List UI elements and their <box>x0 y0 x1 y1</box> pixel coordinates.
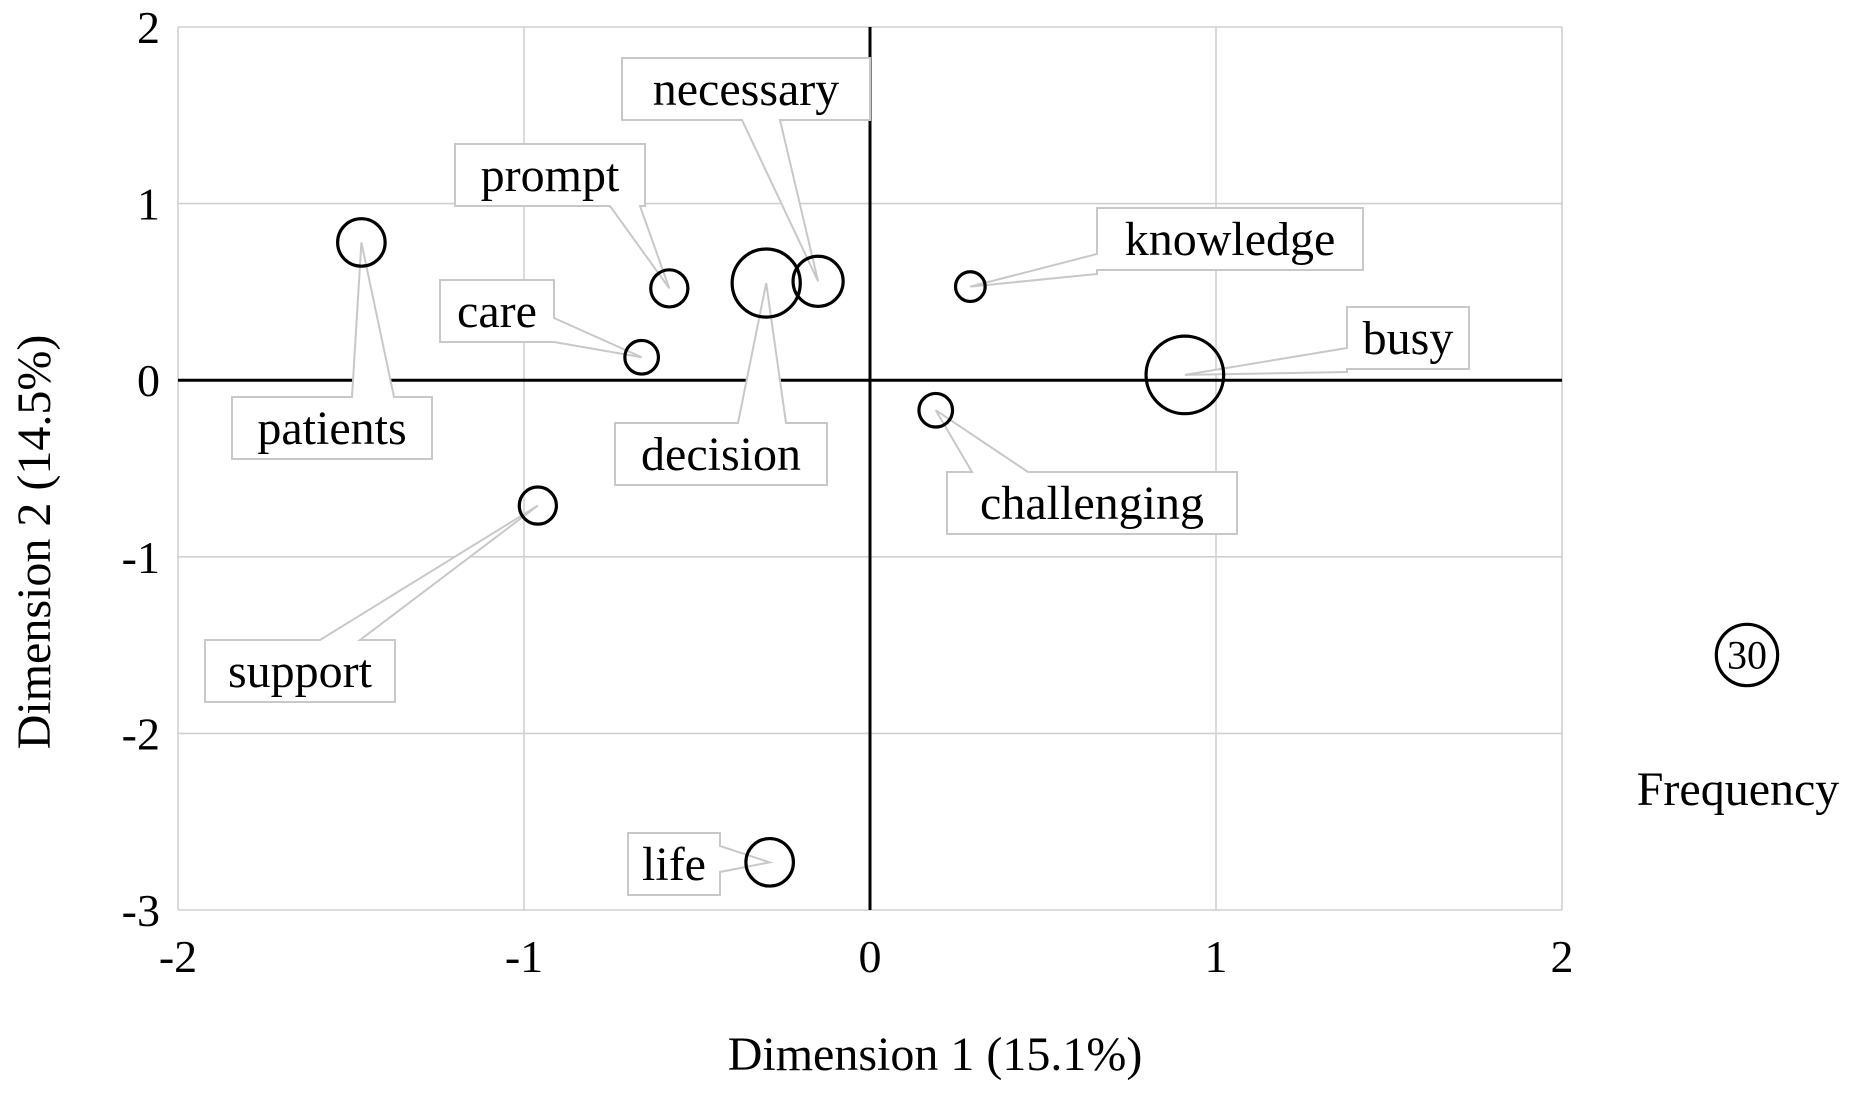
x-tick-label: 2 <box>1551 931 1574 982</box>
callout-challenging: challenging <box>934 409 1238 535</box>
y-axis-title: Dimension 2 (14.5%) <box>8 335 61 750</box>
legend-title: Frequency <box>1637 763 1840 816</box>
bubble-busy <box>1144 334 1226 416</box>
x-tick-label: 0 <box>859 931 882 982</box>
callout-box-care <box>439 279 643 359</box>
callout-life: life <box>627 832 774 896</box>
point-label-knowledge: knowledge <box>1125 213 1336 266</box>
point-label-busy: busy <box>1363 312 1454 365</box>
bubble-care <box>623 338 661 376</box>
callout-decision: decision <box>614 282 828 486</box>
y-tick-label: -3 <box>122 885 160 936</box>
callout-box-support <box>204 504 539 703</box>
axes <box>178 27 1562 910</box>
legend-bubble <box>1714 622 1780 688</box>
point-label-prompt: prompt <box>481 149 620 202</box>
callout-prompt: prompt <box>454 143 671 289</box>
size-legend: 30 Frequency <box>1637 622 1840 816</box>
callout-box-patients <box>231 242 433 460</box>
y-tick-label: -1 <box>122 532 160 583</box>
callout-box-decision <box>614 282 828 486</box>
callout-knowledge: knowledge <box>970 207 1364 288</box>
point-label-necessary: necessary <box>653 63 840 116</box>
point-label-patients: patients <box>257 402 406 455</box>
callout-patients: patients <box>231 242 433 460</box>
y-tick-label: 1 <box>137 179 160 230</box>
bubble-patients <box>336 217 387 268</box>
x-tick-label: -1 <box>505 931 543 982</box>
bubble-decision <box>730 247 802 319</box>
callout-box-busy <box>1184 306 1470 376</box>
bubble-prompt <box>649 268 690 309</box>
callouts: patients prompt decision necessary care knowl… <box>204 57 1470 896</box>
bubble-life <box>744 836 796 888</box>
bubble-support <box>517 485 559 526</box>
bubble-necessary <box>791 254 845 308</box>
callout-necessary: necessary <box>621 57 871 282</box>
x-axis-title: Dimension 1 (15.1%) <box>728 1028 1143 1081</box>
y-tick-label: 2 <box>137 2 160 53</box>
point-label-decision: decision <box>641 428 801 481</box>
bubble-challenging <box>917 391 955 429</box>
x-tick-label: -2 <box>159 931 197 982</box>
point-label-support: support <box>228 645 373 698</box>
callout-box-knowledge <box>970 207 1364 288</box>
bubbles <box>336 217 1226 888</box>
y-tick-label: 0 <box>137 355 160 406</box>
callout-box-challenging <box>934 409 1238 535</box>
y-tick-label: -2 <box>122 708 160 759</box>
point-label-challenging: challenging <box>980 477 1204 530</box>
x-tick-label: 1 <box>1205 931 1228 982</box>
point-label-care: care <box>457 285 537 338</box>
callout-box-necessary <box>621 57 871 282</box>
callout-busy: busy <box>1184 306 1470 376</box>
callout-box-prompt <box>454 143 671 289</box>
point-label-life: life <box>642 838 706 891</box>
callout-care: care <box>439 279 643 359</box>
bubble-knowledge <box>953 270 987 304</box>
legend-value: 30 <box>1727 633 1767 678</box>
callout-support: support <box>204 504 539 703</box>
